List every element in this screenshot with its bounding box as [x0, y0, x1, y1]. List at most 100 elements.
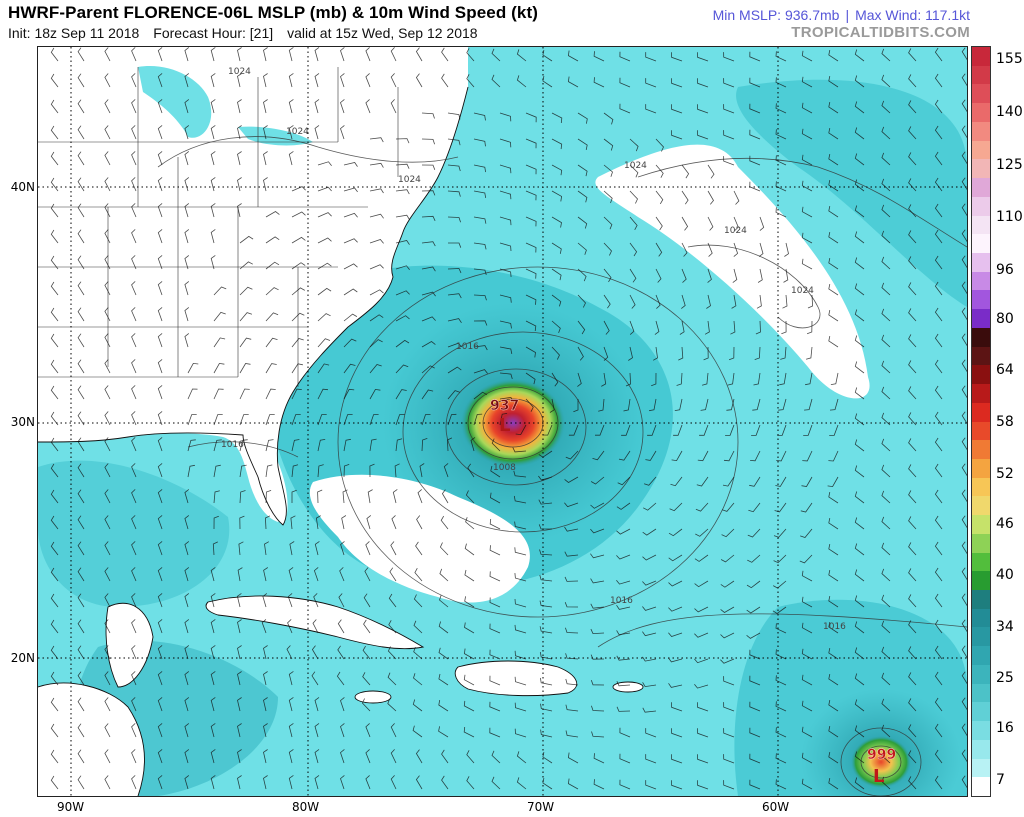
wind-barb [645, 450, 657, 461]
wind-barb [317, 464, 324, 478]
wind-barb [828, 284, 839, 296]
wind-barb [131, 723, 137, 738]
wind-barb [908, 464, 917, 478]
wind-barb [447, 318, 462, 324]
wind-barb [747, 528, 761, 538]
wind-barb [340, 99, 345, 114]
wind-barb [934, 671, 943, 686]
wind-barb [340, 723, 345, 738]
wind-barb [934, 47, 943, 62]
wind-barb [131, 99, 137, 114]
wind-barb [653, 346, 658, 361]
wind-barb [473, 268, 487, 276]
wind-barb [263, 775, 268, 790]
wind-barb [369, 289, 384, 296]
wind-barb [668, 606, 683, 612]
isobar-label: 1024 [228, 67, 251, 77]
wind-barb [551, 112, 563, 124]
wind-barb [881, 698, 891, 712]
wind-barb [642, 631, 657, 637]
wind-barb [655, 138, 664, 152]
wind-barb [287, 619, 293, 634]
wind-barb [263, 567, 269, 582]
wind-barb [290, 515, 296, 530]
isobar-ring [445, 368, 587, 486]
wind-barb [104, 567, 111, 582]
isobar-ring [840, 727, 922, 796]
wind-barb [619, 103, 631, 114]
wind-barb [184, 593, 190, 608]
wind-barb [801, 700, 813, 712]
colorbar-label: 40 [996, 567, 1014, 583]
wind-barb [828, 102, 839, 114]
wind-barb [722, 476, 735, 487]
wind-barb [854, 387, 865, 400]
colorbar-segment [972, 121, 990, 142]
wind-barb [854, 517, 865, 530]
wind-barb [184, 333, 190, 348]
wind-barb [961, 229, 967, 243]
wind-barb [749, 701, 761, 712]
isaac-pressure: 999 [867, 747, 896, 763]
florence-pressure: 937 [490, 398, 519, 414]
wind-barb [577, 268, 587, 282]
wind-barb [362, 672, 371, 686]
wind-barb [340, 73, 345, 88]
wind-barb [104, 515, 111, 530]
wind-barb [696, 476, 709, 487]
wind-barb [749, 675, 761, 686]
wind-barb [184, 229, 190, 244]
wind-barb [343, 212, 358, 218]
wind-barb [828, 128, 839, 140]
wind-barb [391, 515, 397, 530]
wind-barb [439, 568, 449, 582]
wind-barb [934, 593, 943, 608]
colorbar-segment [972, 290, 990, 310]
wind-barb [567, 50, 579, 62]
wind-barb [678, 346, 684, 361]
wind-barb [213, 515, 219, 530]
wind-barb [314, 541, 320, 556]
wind-barb [551, 242, 562, 254]
wind-barb [731, 294, 737, 309]
wind-barb [157, 671, 163, 686]
wind-barb [184, 125, 190, 140]
wind-barb [881, 204, 891, 218]
wind-barb [749, 155, 761, 166]
wind-barb [131, 385, 137, 400]
isobar-line [637, 157, 967, 248]
colorbar-segment [972, 477, 990, 497]
wind-barb [131, 489, 137, 504]
isobar-line [687, 244, 821, 329]
wind-barb [598, 398, 605, 412]
wind-barb [551, 320, 561, 334]
wind-barb [317, 161, 332, 166]
wind-barb [417, 489, 423, 504]
wind-barb [515, 424, 527, 436]
wind-barb [881, 256, 891, 270]
wind-barb [961, 775, 967, 789]
wind-barb [50, 645, 59, 660]
wind-barb [934, 99, 943, 114]
wind-barb [801, 674, 813, 686]
wind-barb [629, 242, 638, 257]
wind-barb [288, 73, 294, 88]
wind-barb [525, 216, 537, 227]
wind-barb [264, 515, 271, 530]
wind-barb [210, 697, 216, 712]
wind-barb [934, 541, 943, 556]
wind-barb [643, 502, 657, 511]
wind-barb [591, 705, 605, 712]
wind-barb [439, 595, 449, 608]
wind-barb [421, 291, 436, 297]
wind-barb [934, 333, 943, 348]
wind-barb [237, 775, 242, 790]
wind-barb [854, 647, 865, 660]
wind-barb [464, 622, 475, 634]
wind-barb [439, 542, 449, 556]
wind-barb [387, 698, 397, 712]
wind-barb [262, 593, 268, 608]
wind-barb [720, 554, 735, 563]
wind-barb [577, 242, 587, 255]
land-cuba [206, 595, 423, 649]
